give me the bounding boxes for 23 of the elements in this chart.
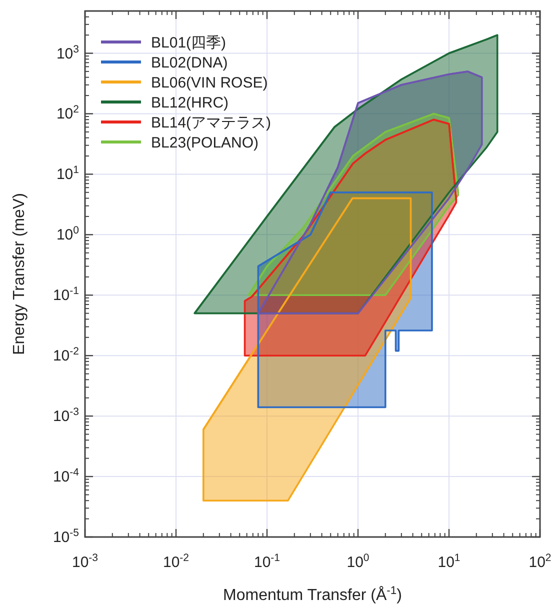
legend-label: BL14(アマテラス) <box>151 114 272 132</box>
x-tick-label: 10$^{0}$ <box>346 552 370 571</box>
y-tick-label: 10$^{0}$ <box>56 224 80 244</box>
legend-label: BL23(POLANO) <box>151 134 259 152</box>
y-tick-label: 10$^{3}$ <box>56 43 80 62</box>
y-tick-label: 10$^{-4}$ <box>52 466 80 486</box>
x-tick-label: 10$^{2}$ <box>528 552 552 571</box>
y-axis-title: Energy Transfer (meV) <box>11 193 28 355</box>
legend-label: BL06(VIN ROSE) <box>151 74 268 92</box>
y-tick-label: 10$^{-1}$ <box>52 285 80 304</box>
x-tick-label: 10$^{1}$ <box>438 552 460 571</box>
legend-label: BL12(HRC) <box>151 94 229 112</box>
y-tick-label: 10$^{-2}$ <box>52 346 80 365</box>
x-axis-title: Momentum Transfer (Å$^{-1}$) <box>223 585 402 604</box>
legend-label: BL02(DNA) <box>151 54 228 72</box>
x-tick-label: 10$^{-3}$ <box>72 552 98 571</box>
y-tick-label: 10$^{1}$ <box>56 164 80 184</box>
y-tick-label: 10$^{-3}$ <box>52 406 80 426</box>
legend-label: BL01(四季) <box>151 34 226 52</box>
x-tick-label: 10$^{-2}$ <box>162 552 190 571</box>
x-tick-label: 10$^{-1}$ <box>254 552 280 571</box>
y-tick-label: 10$^{2}$ <box>56 104 80 123</box>
y-tick-label: 10$^{-5}$ <box>52 527 80 546</box>
